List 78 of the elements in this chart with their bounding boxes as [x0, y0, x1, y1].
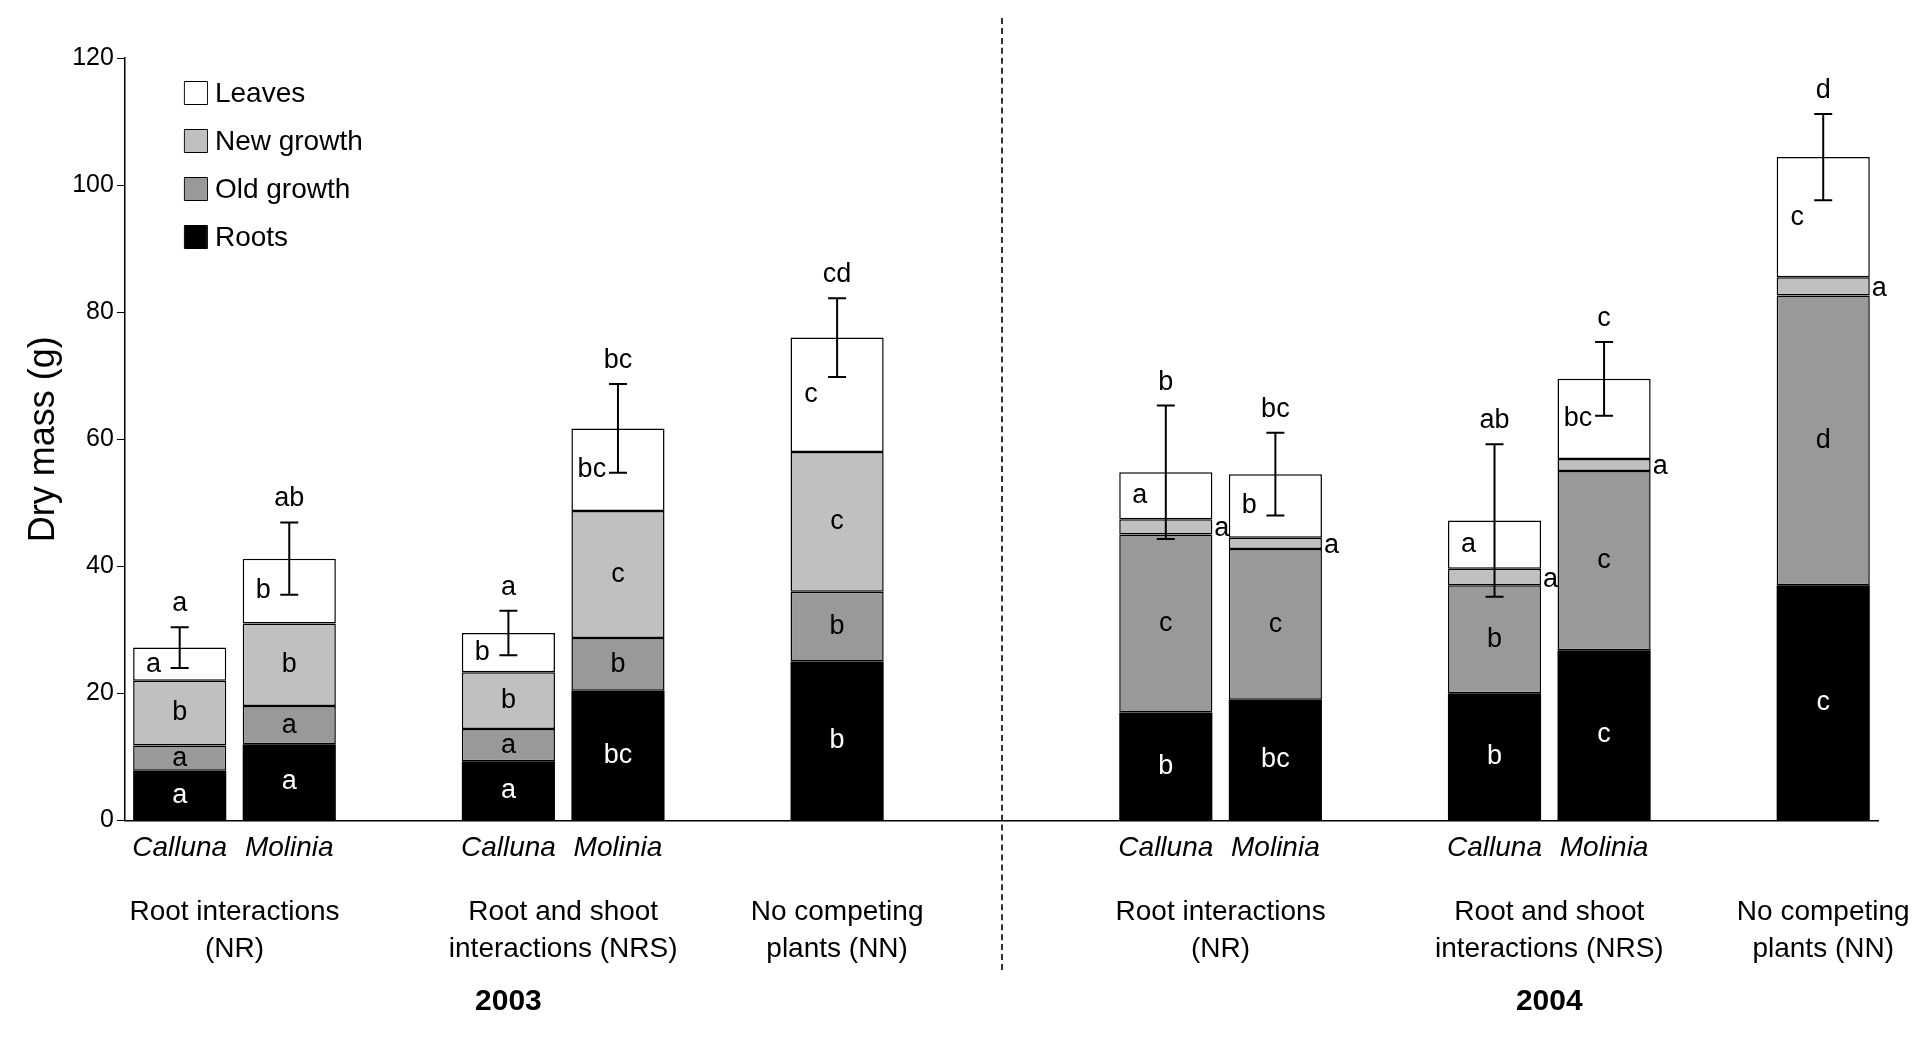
annotation: bc — [603, 343, 633, 374]
data-label: a — [500, 728, 517, 759]
text: Root interactions (NR) — [1115, 895, 1326, 964]
y-axis-title: Dry mass (g) — [20, 336, 62, 543]
data-label: c — [1597, 718, 1611, 749]
text: Root and shoot interactions (NRS) — [448, 895, 678, 964]
annotation: ab — [274, 482, 305, 513]
data-label: b — [474, 636, 490, 667]
x-tick-label: Molinia — [244, 831, 334, 862]
legend-label: Leaves — [214, 76, 306, 108]
x-tick-label: Calluna — [132, 831, 228, 862]
data-label: a — [500, 774, 517, 805]
x-tick-label: Molinia — [573, 831, 663, 862]
data-label: c — [1268, 607, 1283, 638]
y-tick-label: 40 — [86, 550, 114, 579]
data-label: bc — [603, 738, 633, 769]
data-label: d — [1815, 423, 1831, 454]
y-tick-label: 60 — [86, 423, 114, 452]
data-label: a — [1652, 450, 1669, 481]
x-tick-label: Calluna — [1118, 831, 1214, 862]
data-label: c — [1159, 606, 1173, 637]
data-label: a — [172, 741, 189, 772]
data-label: b — [829, 610, 845, 641]
data-label: b — [829, 724, 845, 755]
text: 2004 — [1515, 983, 1583, 1017]
legend-label: Roots — [214, 220, 289, 252]
data-label: c — [1790, 200, 1804, 231]
legend-label: Old growth — [214, 172, 351, 204]
text: No competing plants (NN) — [750, 895, 924, 964]
data-label: a — [281, 708, 298, 739]
annotation: a — [500, 570, 517, 601]
data-label: b — [1487, 622, 1503, 653]
data-label: b — [255, 574, 271, 605]
data-label: a — [1214, 512, 1231, 543]
text: No competing plants (NN) — [1736, 895, 1910, 964]
legend-label: New growth — [214, 124, 363, 156]
data-label: c — [611, 557, 625, 588]
data-label: b — [1241, 489, 1257, 520]
data-label: a — [146, 647, 163, 678]
text: Root interactions (NR) — [129, 895, 340, 964]
data-label: c — [1597, 544, 1611, 574]
y-tick-label: 120 — [72, 41, 114, 70]
data-label: a — [172, 778, 189, 809]
text: Root and shoot interactions (NRS) — [1434, 895, 1664, 964]
data-label: a — [1132, 479, 1149, 510]
annotation: bc — [1261, 392, 1290, 423]
data-label: a — [1460, 528, 1477, 559]
data-label: c — [804, 378, 818, 409]
data-label: bc — [1261, 743, 1290, 774]
data-label: a — [1543, 562, 1560, 593]
data-label: b — [1158, 749, 1174, 780]
annotation: ab — [1479, 404, 1510, 435]
x-tick-label: Calluna — [1447, 831, 1542, 862]
y-tick-label: 100 — [72, 168, 114, 197]
data-label: c — [830, 505, 844, 536]
data-label: a — [281, 765, 298, 796]
data-label: b — [1487, 740, 1503, 771]
data-label: c — [1816, 686, 1830, 717]
annotation: a — [172, 587, 189, 618]
x-tick-label: Calluna — [460, 831, 556, 862]
text: 2003 — [475, 983, 542, 1017]
data-label: b — [172, 696, 188, 727]
x-tick-label: Molinia — [1231, 831, 1320, 862]
data-label: a — [1323, 528, 1340, 559]
annotation: c — [1597, 301, 1611, 332]
y-tick-label: 20 — [86, 677, 114, 706]
y-tick-label: 80 — [86, 296, 114, 325]
x-tick-label: Molinia — [1559, 831, 1649, 862]
data-label: bc — [1563, 402, 1593, 433]
data-label: b — [500, 684, 516, 715]
y-tick-label: 0 — [100, 804, 114, 833]
annotation: b — [1158, 365, 1174, 396]
data-label: a — [1871, 271, 1888, 302]
data-label: b — [610, 647, 626, 678]
annotation: d — [1815, 73, 1831, 104]
data-label: b — [281, 648, 297, 679]
data-label: bc — [577, 453, 607, 484]
annotation: cd — [822, 258, 852, 289]
